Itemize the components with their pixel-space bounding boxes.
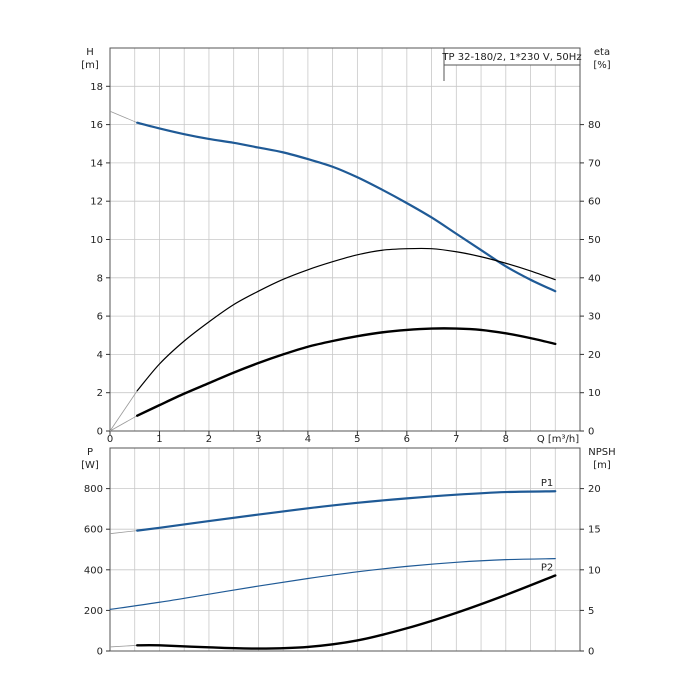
top-series-3-extension-line [109,415,138,432]
top-series-1-extension-line [109,110,138,124]
bottom-right-tick-label: 20 [588,484,601,495]
bottom-right-tick-label: 0 [588,647,594,658]
bottom-series-3-extension-line [109,644,138,648]
top-right-axis-unit: [%] [593,60,610,71]
x-tick-label: 4 [305,434,311,445]
bottom-left-tick-label: 400 [84,565,103,576]
bottom-series-p1-label: P1 [541,478,553,489]
x-tick-label: 7 [453,434,459,445]
bottom-left-tick-label: 800 [84,484,103,495]
top-left-tick-label: 6 [97,312,103,323]
bottom-left-axis-label: P [87,447,93,458]
top-left-tick-label: 0 [97,427,103,438]
top-left-tick-label: 16 [90,120,103,131]
x-tick-label: 2 [206,434,212,445]
top-right-tick-label: 20 [588,350,601,361]
x-tick-label: 1 [156,434,162,445]
bottom-left-axis-unit: [W] [81,460,99,471]
x-tick-label: 5 [354,434,360,445]
chart-title: TP 32-180/2, 1*230 V, 50Hz [441,52,581,63]
bottom-right-tick-label: 5 [588,606,594,617]
x-tick-label: 0 [107,434,113,445]
top-right-tick-label: 60 [588,197,601,208]
top-right-tick-label: 30 [588,312,601,323]
top-right-axis-label: eta [594,47,610,58]
top-series-2-line [136,247,556,392]
bottom-right-axis-unit: [m] [593,460,611,471]
x-tick-label: 3 [255,434,261,445]
top-right-tick-label: 70 [588,158,601,169]
x-axis-label: Q [m³/h] [537,434,579,445]
top-left-tick-label: 2 [97,388,103,399]
top-left-tick-label: 8 [97,273,103,284]
bottom-series-p1-line [136,490,557,532]
chart-title-box [443,47,581,66]
bottom-series-3-line [136,574,557,650]
bottom-plot-frame [109,447,581,652]
power-npsh-panel: 0 200 400 600 800 0 5 10 15 20 P [W] NPSH [m] P1 P2 [81,447,616,658]
top-left-tick-label: 4 [97,350,103,361]
top-left-tick-label: 18 [90,82,103,93]
top-left-tick-label: 14 [90,158,103,169]
top-left-tick-label: 12 [90,197,103,208]
top-left-axis-label: H [86,47,94,58]
top-right-tick-label: 50 [588,235,601,246]
top-left-axis-unit: [m] [81,60,99,71]
top-series-2-extension-line [109,390,138,432]
bottom-right-tick-label: 10 [588,565,601,576]
head-efficiency-panel: 02468101214161801020304050607080H[m]eta[… [81,47,611,445]
top-right-tick-label: 80 [588,120,601,131]
bottom-left-tick-label: 600 [84,525,103,536]
top-left-tick-label: 10 [90,235,103,246]
bottom-left-tick-label: 0 [97,647,103,658]
top-right-tick-label: 40 [588,273,601,284]
bottom-right-axis-label: NPSH [588,447,615,458]
bottom-series-p1-extension-line [109,530,138,535]
bottom-left-tick-label: 200 [84,606,103,617]
x-tick-label: 6 [404,434,410,445]
bottom-series-p2-label: P2 [541,563,553,574]
top-series-1-line [136,121,557,293]
bottom-series-p2-line [109,558,556,610]
top-right-tick-label: 0 [588,427,594,438]
x-tick-label: 8 [503,434,509,445]
top-right-tick-label: 10 [588,388,601,399]
bottom-right-tick-label: 15 [588,525,601,536]
top-grid [110,48,580,432]
top-series-3-line [136,327,557,417]
